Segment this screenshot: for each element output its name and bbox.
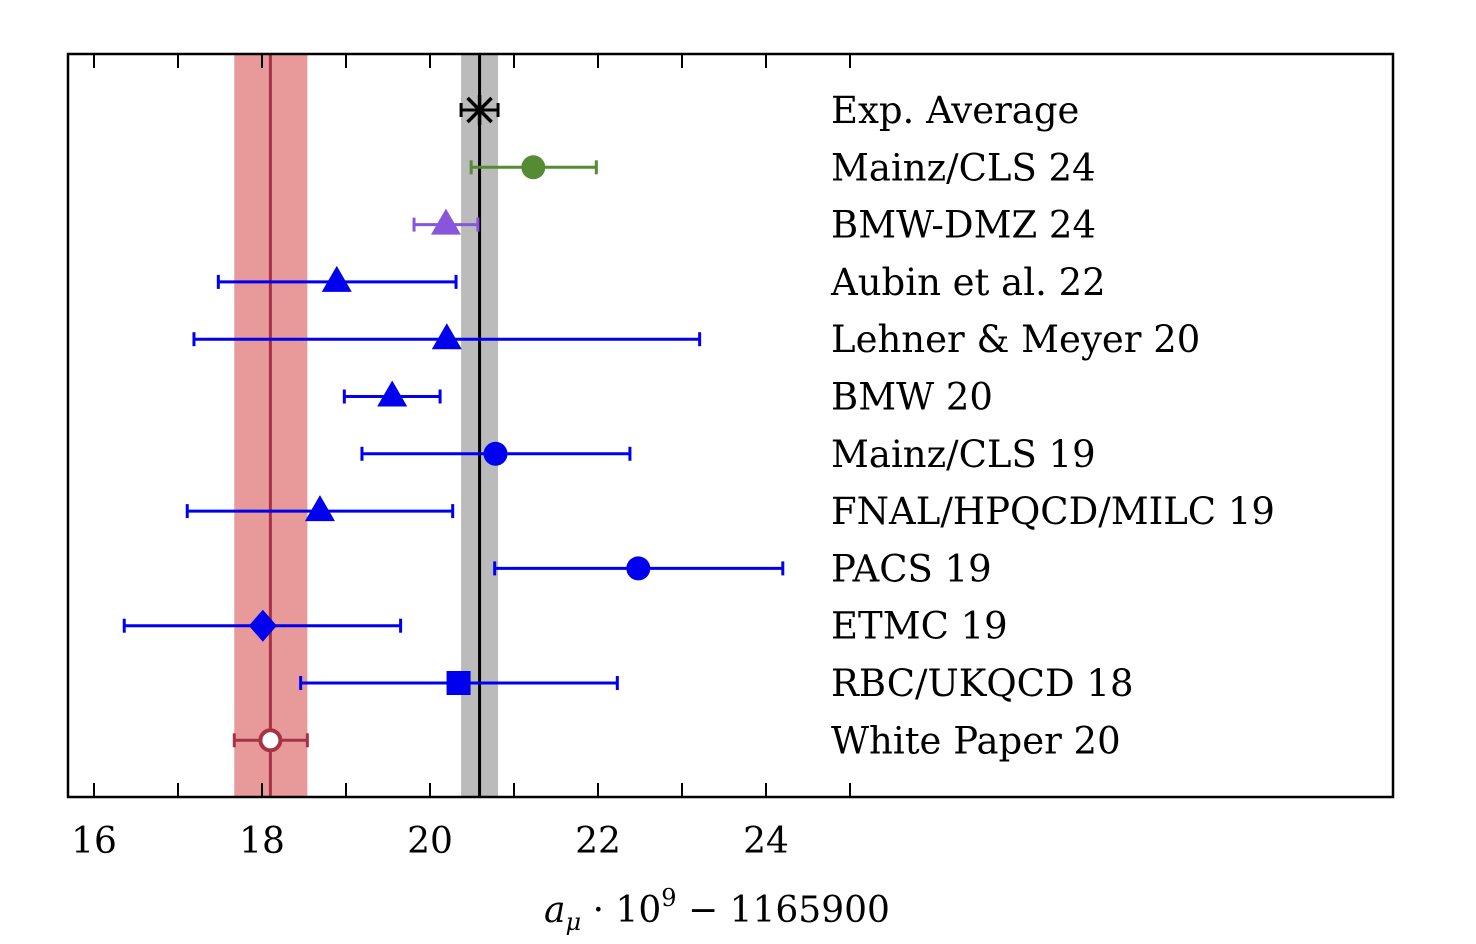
asterisk-marker [466,95,493,125]
data-row [342,380,442,407]
row-label: White Paper 20 [831,719,1121,762]
row-label: PACS 19 [831,547,992,590]
circle-marker [521,155,546,180]
x-tick-label: 24 [743,821,789,862]
data-row [412,208,480,235]
row-label: BMW-DMZ 24 [831,204,1096,247]
row-label: Mainz/CLS 24 [831,146,1096,189]
triangle-marker [431,323,462,350]
row-label: RBC/UKQCD 18 [831,662,1134,705]
data-row [360,441,632,466]
data-row [459,95,500,125]
data-row [192,323,702,350]
triangle-marker [377,380,408,407]
row-labels: Exp. Average Mainz/CLS 24 BMW-DMZ 24 Aubin … [830,89,1275,762]
row-label: Lehner & Meyer 20 [831,318,1200,361]
row-label: Mainz/CLS 19 [831,433,1096,476]
data-row [232,728,309,753]
x-tick-label: 16 [71,821,117,862]
circle-marker [483,441,508,466]
open-circle-marker [258,728,283,753]
plot-frame [66,52,1395,799]
axis-frame [66,52,1395,799]
triangle-marker [304,495,335,522]
row-label: BMW 20 [831,376,993,419]
row-label: Aubin et al. 22 [830,261,1106,304]
data-row [216,265,458,292]
x-tick-labels: 16 18 20 22 24 [71,821,789,862]
row-label: FNAL/HPQCD/MILC 19 [831,490,1275,533]
data-row [185,495,455,522]
x-tick-label: 22 [575,821,621,862]
data-row [493,556,785,581]
triangle-marker [430,208,461,235]
x-tick-label: 18 [239,821,285,862]
data-row [122,609,403,642]
reference-bands [234,54,499,797]
data-points [122,95,785,753]
x-tick-label: 20 [407,821,453,862]
row-label: ETMC 19 [831,605,1008,648]
data-row [299,671,619,695]
square-marker [446,671,471,695]
x-axis-label: aμ · 109 − 1165900 [544,884,890,936]
diamond-marker [248,609,277,642]
triangle-marker [321,265,352,292]
circle-marker [626,556,651,581]
row-label: Exp. Average [831,89,1079,132]
data-row [469,155,598,180]
